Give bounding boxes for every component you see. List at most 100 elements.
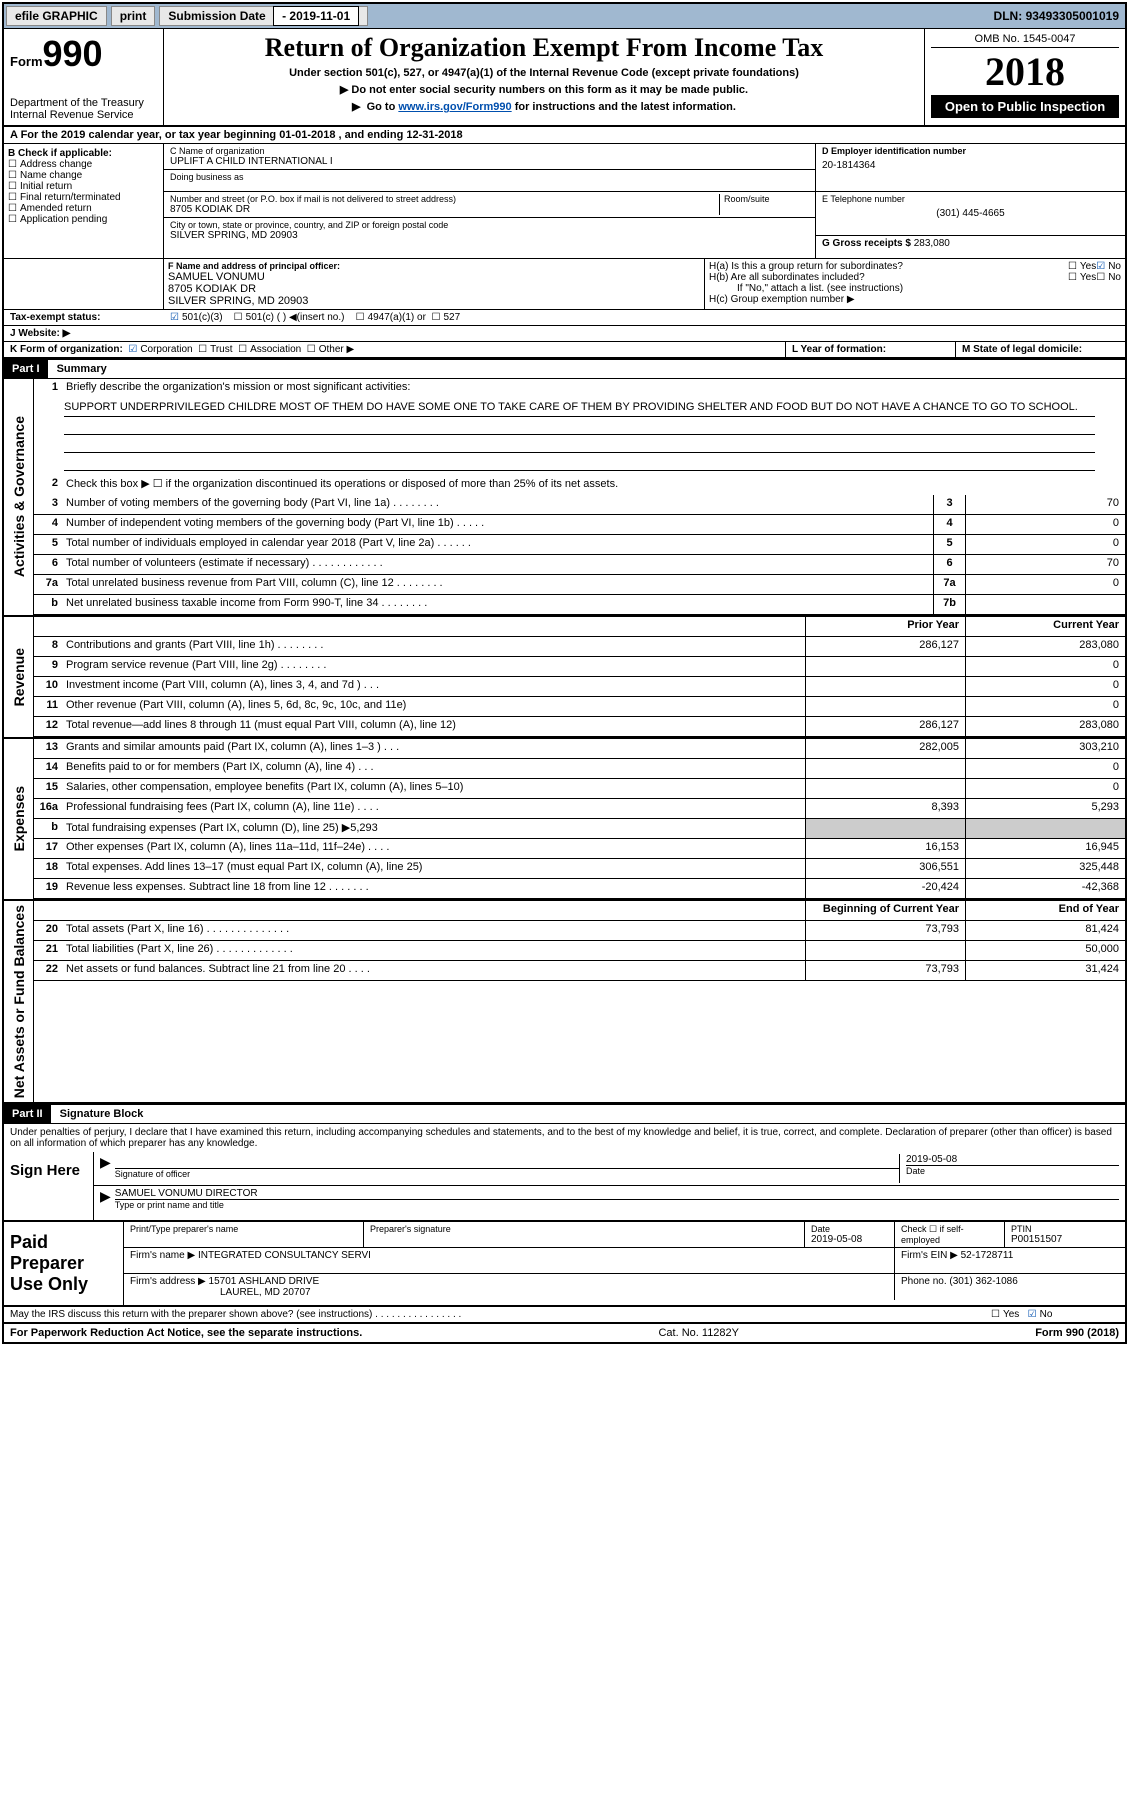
irs-link[interactable]: www.irs.gov/Form990 xyxy=(398,101,511,113)
summary-line: 21Total liabilities (Part X, line 26) . … xyxy=(34,941,1125,961)
j-label: J Website: ▶ xyxy=(4,326,1125,341)
tax-year: 2018 xyxy=(931,48,1119,95)
k-other[interactable]: Other ▶ xyxy=(307,344,354,355)
summary-line: bTotal fundraising expenses (Part IX, co… xyxy=(34,819,1125,839)
ha-no[interactable]: No xyxy=(1096,261,1121,272)
discuss-yes[interactable]: Yes xyxy=(991,1309,1019,1320)
h-note: If "No," attach a list. (see instruction… xyxy=(709,283,1121,294)
section-deg: D Employer identification number 20-1814… xyxy=(815,144,1125,258)
prep-ptin-label: PTIN xyxy=(1011,1224,1119,1234)
period-line: A For the 2019 calendar year, or tax yea… xyxy=(4,127,1125,144)
summary-line: 7aTotal unrelated business revenue from … xyxy=(34,575,1125,595)
b-header: B Check if applicable: xyxy=(8,148,159,159)
k-trust[interactable]: Trust xyxy=(198,344,232,355)
firm-name: INTEGRATED CONSULTANCY SERVI xyxy=(198,1250,371,1261)
summary-netassets: Net Assets or Fund Balances Beginning of… xyxy=(4,901,1125,1104)
print-button[interactable]: print xyxy=(111,6,156,26)
officer-printed-name: SAMUEL VONUMU DIRECTOR xyxy=(115,1188,1119,1200)
col-end: End of Year xyxy=(965,901,1125,920)
l-label: L Year of formation: xyxy=(785,342,955,357)
sig-date-label: Date xyxy=(906,1165,1119,1176)
firm-phone-label: Phone no. xyxy=(901,1276,947,1287)
part2-title: Signature Block xyxy=(54,1108,144,1120)
firm-phone: (301) 362-1086 xyxy=(949,1276,1017,1287)
city-label: City or town, state or province, country… xyxy=(170,220,809,230)
sig-date: 2019-05-08 xyxy=(906,1154,1119,1165)
mission-desc: SUPPORT UNDERPRIVILEGED CHILDRE MOST OF … xyxy=(34,399,1125,475)
summary-revenue: Revenue Prior Year Current Year 8Contrib… xyxy=(4,617,1125,739)
sig-arrow-icon xyxy=(100,1154,115,1183)
summary-line: 5Total number of individuals employed in… xyxy=(34,535,1125,555)
check-pending[interactable]: Application pending xyxy=(8,214,159,225)
footer-right: Form 990 (2018) xyxy=(1035,1327,1119,1339)
gross-value: 283,080 xyxy=(914,238,950,249)
officer-addr1: 8705 KODIAK DR xyxy=(168,283,700,295)
col-begin: Beginning of Current Year xyxy=(805,901,965,920)
klm-row: K Form of organization: Corporation Trus… xyxy=(4,342,1125,359)
subtitle-3: Go to www.irs.gov/Form990 for instructio… xyxy=(170,100,918,113)
summary-line: 8Contributions and grants (Part VIII, li… xyxy=(34,637,1125,657)
part1-title: Summary xyxy=(51,363,107,375)
ha-yes[interactable]: Yes xyxy=(1068,261,1096,272)
summary-line: 14Benefits paid to or for members (Part … xyxy=(34,759,1125,779)
summary-line: 4Number of independent voting members of… xyxy=(34,515,1125,535)
c-name-label: C Name of organization xyxy=(170,146,809,156)
i-501c3[interactable]: 501(c)(3) xyxy=(170,312,223,323)
form-number: Form990 xyxy=(10,33,157,75)
part1-header: Part I Summary xyxy=(4,359,1125,379)
summary-line: 6Total number of volunteers (estimate if… xyxy=(34,555,1125,575)
side-activities: Activities & Governance xyxy=(9,412,29,581)
col-current: Current Year xyxy=(965,617,1125,636)
part1-tag: Part I xyxy=(4,360,48,378)
city-value: SILVER SPRING, MD 20903 xyxy=(170,230,809,241)
i-501c[interactable]: 501(c) ( ) ◀(insert no.) xyxy=(234,312,345,323)
summary-expenses: Expenses 13Grants and similar amounts pa… xyxy=(4,739,1125,901)
gross-label: G Gross receipts $ xyxy=(822,238,911,249)
sign-here-label: Sign Here xyxy=(4,1152,94,1220)
i-4947[interactable]: 4947(a)(1) or xyxy=(356,312,426,323)
efile-button[interactable]: efile GRAPHIC xyxy=(6,6,107,26)
firm-ein-label: Firm's EIN ▶ xyxy=(901,1250,958,1261)
summary-line: 17Other expenses (Part IX, column (A), l… xyxy=(34,839,1125,859)
room-label: Room/suite xyxy=(724,194,809,204)
efile-label: efile GRAPHIC xyxy=(15,9,98,23)
ein-value: 20-1814364 xyxy=(822,160,1119,171)
print-label: print xyxy=(120,9,147,23)
i-row: Tax-exempt status: 501(c)(3) 501(c) ( ) … xyxy=(4,310,1125,326)
preparer-title: Paid Preparer Use Only xyxy=(4,1222,124,1305)
m-label: M State of legal domicile: xyxy=(955,342,1125,357)
prep-sig-label: Preparer's signature xyxy=(370,1224,798,1234)
k-corp[interactable]: Corporation xyxy=(128,344,192,355)
hb-yes[interactable]: Yes xyxy=(1068,272,1096,283)
hb-no[interactable]: No xyxy=(1096,272,1121,283)
street-value: 8705 KODIAK DR xyxy=(170,204,719,215)
footer-mid: Cat. No. 11282Y xyxy=(362,1327,1035,1339)
hc-label: H(c) Group exemption number ▶ xyxy=(709,294,1121,305)
submission-date-value: - 2019-11-01 xyxy=(273,6,359,26)
officer-name: SAMUEL VONUMU xyxy=(168,271,700,283)
summary-line: 15Salaries, other compensation, employee… xyxy=(34,779,1125,799)
check-initial-return[interactable]: Initial return xyxy=(8,181,159,192)
ein-label: D Employer identification number xyxy=(822,146,1119,156)
prep-self-label[interactable]: Check ☐ if self-employed xyxy=(901,1224,998,1245)
firm-ein: 52-1728711 xyxy=(961,1250,1014,1261)
form-title: Return of Organization Exempt From Incom… xyxy=(170,33,918,63)
summary-line: 13Grants and similar amounts paid (Part … xyxy=(34,739,1125,759)
check-amended[interactable]: Amended return xyxy=(8,203,159,214)
i-527[interactable]: 527 xyxy=(431,312,460,323)
summary-line: 18Total expenses. Add lines 13–17 (must … xyxy=(34,859,1125,879)
k-assoc[interactable]: Association xyxy=(238,344,301,355)
discuss-no[interactable]: No xyxy=(1028,1309,1053,1320)
info-grid-top: B Check if applicable: Address change Na… xyxy=(4,144,1125,259)
firm-label: Firm's name ▶ xyxy=(130,1250,195,1261)
check-address-change[interactable]: Address change xyxy=(8,159,159,170)
footer-left: For Paperwork Reduction Act Notice, see … xyxy=(10,1327,362,1339)
check-name-change[interactable]: Name change xyxy=(8,170,159,181)
discuss-text: May the IRS discuss this return with the… xyxy=(4,1307,985,1322)
subtitle-2: Do not enter social security numbers on … xyxy=(170,83,918,96)
f-label: F Name and address of principal officer: xyxy=(168,261,700,271)
check-final-return[interactable]: Final return/terminated xyxy=(8,192,159,203)
street-label: Number and street (or P.O. box if mail i… xyxy=(170,194,719,204)
i-label: Tax-exempt status: xyxy=(4,310,164,325)
form-990-container: efile GRAPHIC print Submission Date - 20… xyxy=(2,2,1127,1344)
